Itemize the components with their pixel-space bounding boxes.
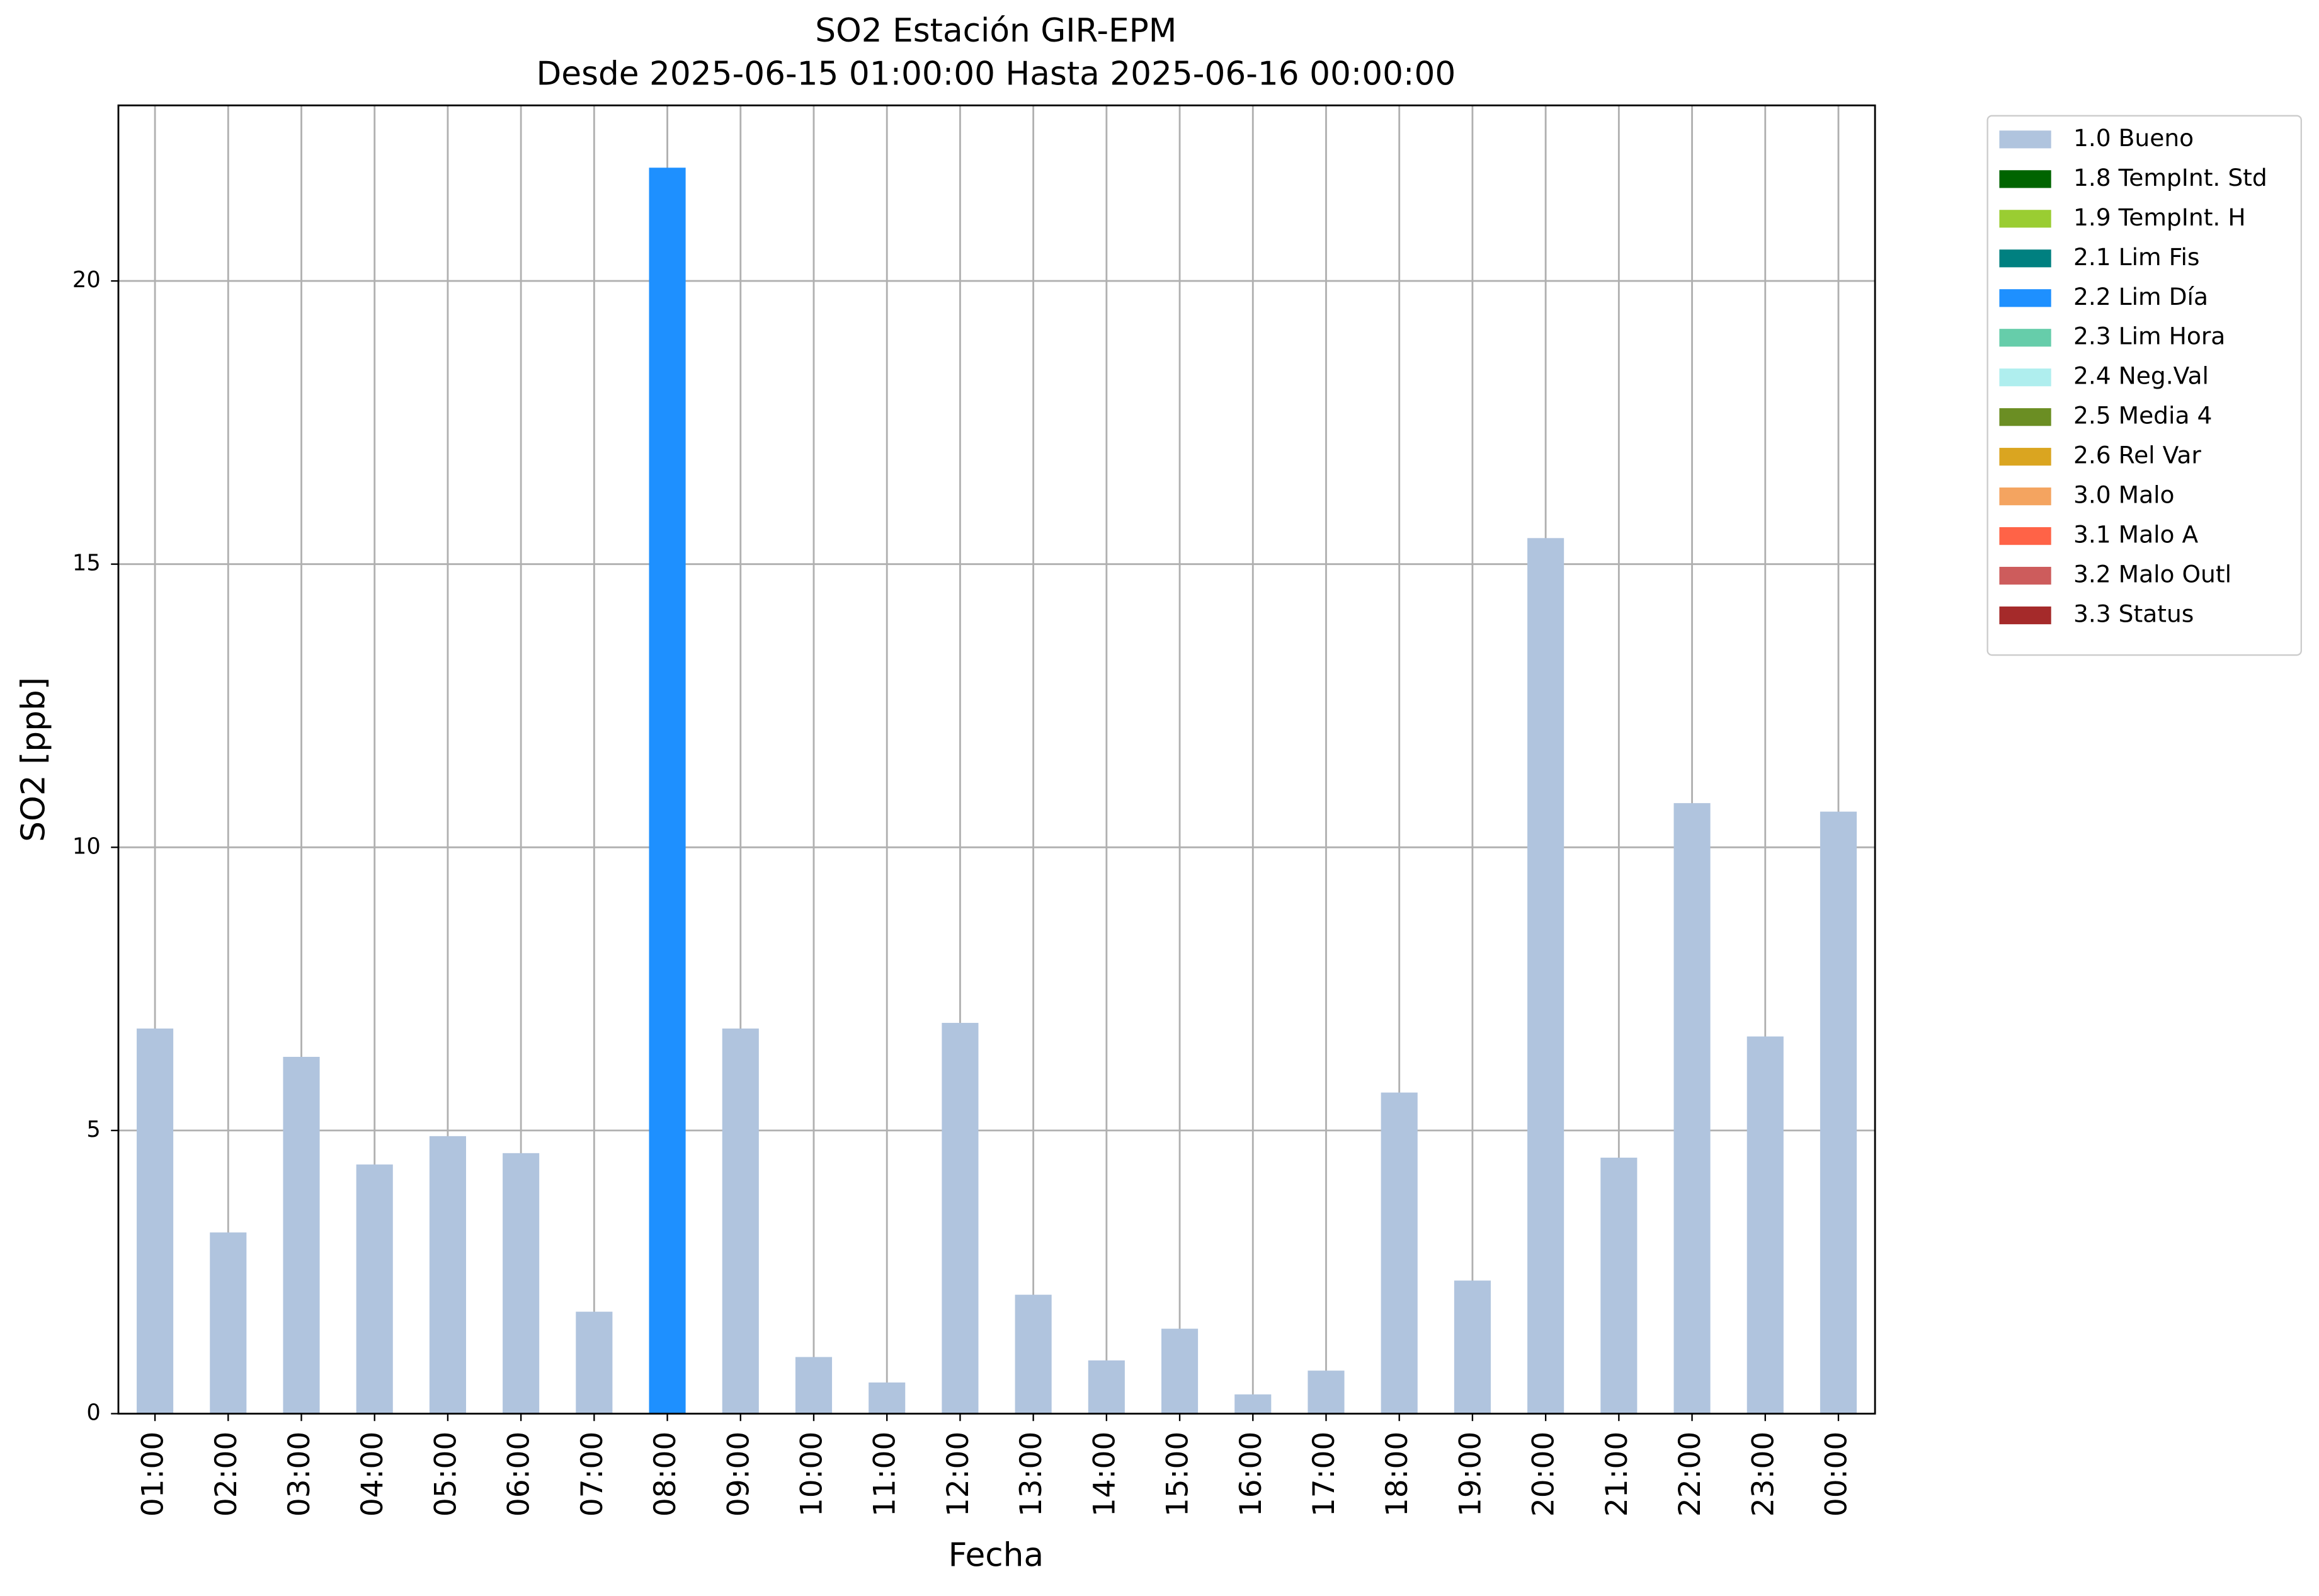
bar xyxy=(1381,1092,1418,1414)
legend-label: 3.1 Malo A xyxy=(2073,521,2199,549)
y-tick-label: 0 xyxy=(86,1399,100,1425)
legend-label: 1.8 TempInt. Std xyxy=(2073,164,2267,191)
bar xyxy=(1088,1360,1125,1414)
legend-box xyxy=(1986,115,2302,656)
x-tick-label: 05:00 xyxy=(428,1432,463,1517)
legend-swatch xyxy=(1999,487,2051,506)
bar xyxy=(283,1056,320,1414)
legend-swatch xyxy=(1999,606,2051,625)
plot-frame xyxy=(117,104,1876,1415)
legend-label: 2.6 Rel Var xyxy=(2073,442,2201,469)
legend-label: 2.1 Lim Fis xyxy=(2073,243,2200,271)
legend-swatch xyxy=(1999,329,2051,347)
x-tick-label: 06:00 xyxy=(502,1432,537,1517)
bar xyxy=(503,1153,540,1414)
bar xyxy=(1454,1280,1491,1414)
y-tick-label: 5 xyxy=(86,1117,100,1143)
x-tick-label: 07:00 xyxy=(575,1432,610,1517)
y-tick-label: 15 xyxy=(72,550,101,576)
bar xyxy=(576,1311,613,1414)
bar xyxy=(1820,811,1857,1414)
legend-swatch xyxy=(1999,249,2051,268)
x-tick-label: 00:00 xyxy=(1819,1432,1854,1517)
x-tick-label: 22:00 xyxy=(1673,1432,1707,1517)
bar xyxy=(1308,1371,1345,1414)
legend-label: 2.5 Media 4 xyxy=(2073,402,2212,430)
bar xyxy=(1746,1036,1784,1414)
x-tick-label: 08:00 xyxy=(648,1432,683,1517)
bar xyxy=(210,1232,247,1414)
legend-swatch xyxy=(1999,566,2051,585)
x-tick-label: 15:00 xyxy=(1161,1432,1195,1517)
bar xyxy=(722,1029,759,1414)
bar xyxy=(1673,803,1711,1414)
x-tick-label: 21:00 xyxy=(1600,1432,1634,1517)
bar xyxy=(795,1357,833,1414)
bar xyxy=(429,1136,466,1414)
x-tick-label: 23:00 xyxy=(1746,1432,1781,1517)
legend-swatch xyxy=(1999,527,2051,545)
bar xyxy=(1527,538,1564,1414)
x-tick-label: 14:00 xyxy=(1087,1432,1122,1517)
legend-swatch xyxy=(1999,170,2051,188)
legend-label: 3.2 Malo Outl xyxy=(2073,561,2231,588)
chart-subtitle: Desde 2025-06-15 01:00:00 Hasta 2025-06-… xyxy=(536,55,1456,93)
x-tick-label: 01:00 xyxy=(136,1432,171,1517)
legend-swatch xyxy=(1999,210,2051,228)
legend-label: 1.0 Bueno xyxy=(2073,124,2194,152)
x-axis-label: Fecha xyxy=(949,1536,1044,1574)
legend-label: 3.0 Malo xyxy=(2073,481,2175,509)
x-tick-label: 18:00 xyxy=(1380,1432,1415,1517)
x-tick-label: 19:00 xyxy=(1453,1432,1488,1517)
legend-label: 3.3 Status xyxy=(2073,600,2194,628)
legend-label: 2.4 Neg.Val xyxy=(2073,362,2209,390)
legend-swatch xyxy=(1999,448,2051,466)
y-tick-label: 10 xyxy=(72,833,101,859)
legend-swatch xyxy=(1999,289,2051,307)
bar xyxy=(1161,1328,1199,1414)
legend-label: 1.9 TempInt. H xyxy=(2073,203,2246,231)
bar xyxy=(1234,1394,1272,1414)
x-tick-label: 13:00 xyxy=(1014,1432,1049,1517)
y-tick-label: 20 xyxy=(72,267,101,293)
x-tick-label: 04:00 xyxy=(355,1432,390,1517)
x-tick-label: 17:00 xyxy=(1307,1432,1342,1517)
legend-swatch xyxy=(1999,130,2051,149)
chart-title: SO2 Estación GIR-EPM xyxy=(815,12,1177,50)
bar xyxy=(869,1382,906,1414)
legend-swatch xyxy=(1999,408,2051,426)
x-tick-label: 10:00 xyxy=(794,1432,829,1517)
y-axis-label: SO2 [ppb] xyxy=(14,677,52,842)
bar xyxy=(649,168,686,1414)
bar xyxy=(942,1023,979,1414)
legend-label: 2.2 Lim Día xyxy=(2073,283,2208,311)
bar xyxy=(356,1164,393,1414)
bar xyxy=(1600,1158,1638,1414)
x-tick-label: 12:00 xyxy=(941,1432,976,1517)
legend-label: 2.3 Lim Hora xyxy=(2073,322,2225,350)
x-tick-label: 20:00 xyxy=(1527,1432,1561,1517)
x-tick-label: 11:00 xyxy=(868,1432,903,1517)
x-tick-label: 16:00 xyxy=(1234,1432,1268,1517)
legend-swatch xyxy=(1999,368,2051,387)
x-tick-label: 09:00 xyxy=(721,1432,756,1517)
bar xyxy=(137,1029,174,1414)
x-tick-label: 03:00 xyxy=(282,1432,317,1517)
bar xyxy=(1015,1294,1052,1414)
x-tick-label: 02:00 xyxy=(209,1432,244,1517)
